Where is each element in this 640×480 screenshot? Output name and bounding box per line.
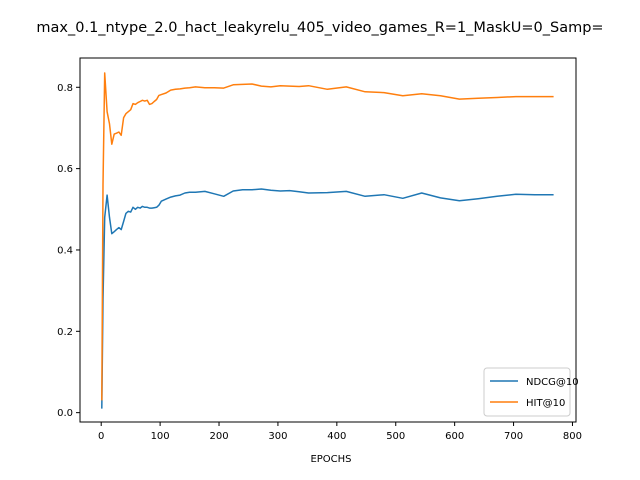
x-axis-ticks: 0 100 200 300 400 500 600 700 800: [98, 422, 582, 442]
axes-frame: [79, 57, 577, 423]
x-tick-label: 800: [563, 431, 582, 442]
legend-label-ndcg: NDCG@10: [526, 377, 579, 388]
x-tick-label: 400: [327, 431, 346, 442]
x-tick-label: 300: [268, 431, 287, 442]
y-tick-label: 0.2: [57, 327, 73, 338]
y-tick-label: 0.6: [57, 164, 73, 175]
y-tick-label: 0.4: [57, 245, 73, 256]
x-tick-label: 600: [445, 431, 464, 442]
plot-area: [101, 72, 554, 409]
x-axis-label: EPOCHS: [310, 454, 351, 465]
series-line-hit: [101, 72, 554, 401]
legend: NDCG@10 HIT@10: [483, 367, 579, 417]
y-axis-ticks: 0.0 0.2 0.4 0.6 0.8: [57, 83, 80, 419]
x-tick-label: 0: [98, 431, 104, 442]
x-tick-label: 500: [386, 431, 405, 442]
x-tick-label: 200: [209, 431, 228, 442]
legend-box: [483, 367, 571, 417]
y-tick-label: 0.8: [57, 83, 73, 94]
y-tick-label: 0.0: [57, 408, 73, 419]
x-tick-label: 700: [504, 431, 523, 442]
series-line-ndcg: [101, 188, 554, 409]
chart-title: max_0.1_ntype_2.0_hact_leakyrelu_405_vid…: [36, 20, 603, 36]
legend-label-hit: HIT@10: [526, 398, 565, 409]
x-tick-label: 100: [151, 431, 170, 442]
